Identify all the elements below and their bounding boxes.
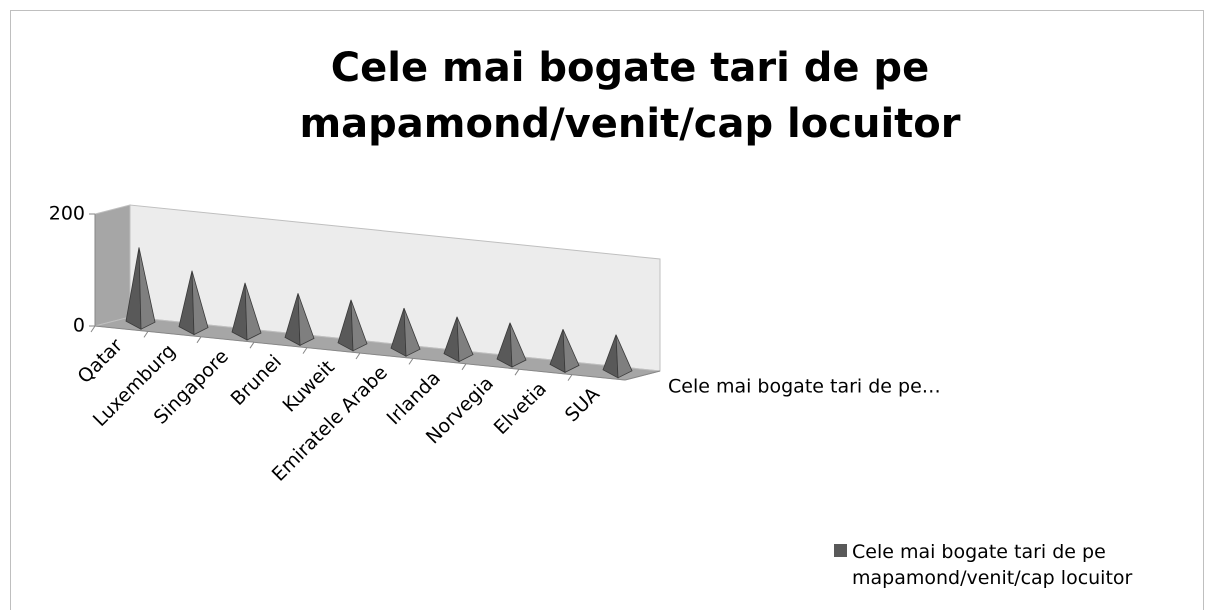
depth-axis-label: Cele mai bogate tari de pe…	[668, 376, 941, 398]
x-tick	[461, 363, 467, 371]
pyramid-right-face	[244, 282, 262, 341]
x-tick	[514, 368, 520, 376]
x-tick	[302, 347, 308, 354]
pyramid	[337, 299, 368, 352]
pyramid	[284, 293, 315, 347]
chart-frame	[10, 10, 1204, 610]
x-tick	[249, 341, 255, 349]
x-tick	[196, 336, 202, 344]
x-tick	[567, 374, 573, 381]
chart-title: Cele mai bogate tari de pe mapamond/veni…	[299, 45, 961, 147]
legend-label: Cele mai bogate tari de pe mapamond/veni…	[852, 541, 1133, 589]
pyramid	[125, 247, 156, 330]
pyramid	[443, 316, 474, 363]
y-tick-label: 200	[49, 203, 85, 225]
left-wall	[94, 204, 131, 327]
x-tick	[408, 358, 414, 365]
x-tick	[143, 331, 149, 338]
pyramid	[496, 322, 527, 368]
pyramid-right-face	[138, 247, 156, 330]
pyramid-right-face	[191, 270, 209, 336]
pyramid-right-face	[615, 334, 633, 379]
pyramid-right-face	[350, 299, 368, 352]
x-tick-label: Qatar	[74, 334, 128, 388]
pyramid	[178, 270, 209, 336]
legend-swatch	[834, 544, 847, 557]
pyramid-right-face	[297, 293, 315, 347]
x-tick-label: SUA	[561, 383, 604, 426]
pyramid-right-face	[403, 307, 421, 357]
pyramid	[602, 334, 633, 379]
x-tick-label: Elvetia	[490, 378, 551, 439]
pyramid-right-face	[456, 316, 474, 363]
pyramid	[231, 282, 262, 341]
depth-axis	[624, 370, 661, 381]
y-tick-label: 0	[73, 315, 85, 337]
x-tick	[90, 325, 96, 333]
x-tick	[355, 352, 361, 360]
pyramid	[549, 329, 580, 374]
pyramid-right-face	[509, 322, 527, 368]
pyramid	[390, 307, 421, 357]
x-tick-label: Brunei	[227, 351, 286, 410]
pyramid-right-face	[562, 329, 580, 374]
